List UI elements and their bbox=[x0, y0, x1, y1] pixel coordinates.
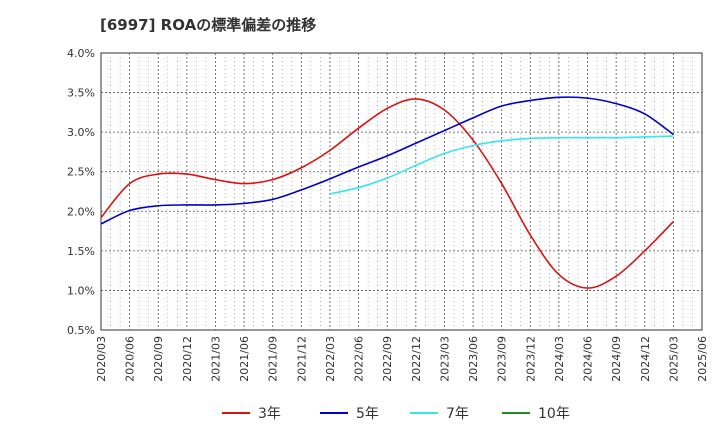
x-tick-label: 2021/06 bbox=[238, 336, 251, 382]
x-tick-label: 2024/09 bbox=[610, 336, 623, 382]
x-tick-label: 2025/03 bbox=[667, 336, 680, 382]
y-tick-label: 2.0% bbox=[67, 205, 95, 218]
y-tick-label: 0.5% bbox=[67, 324, 95, 337]
series-line-3 bbox=[329, 135, 674, 195]
y-tick-label: 1.0% bbox=[67, 284, 95, 297]
x-tick-label: 2022/03 bbox=[324, 336, 337, 382]
y-tick-label: 3.0% bbox=[67, 126, 95, 139]
x-tick-label: 2022/06 bbox=[353, 336, 366, 382]
x-tick-label: 2021/09 bbox=[267, 336, 280, 382]
series-line-2 bbox=[100, 96, 674, 225]
x-tick-label: 2024/03 bbox=[553, 336, 566, 382]
x-tick-label: 2021/12 bbox=[295, 336, 308, 382]
x-axis-ticks: 2020/03 2020/06 2020/09 2020/12 2021/03 2021/… bbox=[95, 336, 709, 382]
series-lines bbox=[100, 96, 674, 289]
legend-label: 7年 bbox=[446, 406, 469, 422]
x-tick-label: 2020/12 bbox=[181, 336, 194, 382]
x-tick-label: 2023/12 bbox=[524, 336, 537, 382]
x-tick-label: 2025/06 bbox=[696, 336, 709, 382]
legend-label: 5年 bbox=[356, 406, 379, 422]
x-tick-label: 2022/12 bbox=[410, 336, 423, 382]
x-tick-label: 2024/06 bbox=[582, 336, 595, 382]
x-tick-label: 2023/03 bbox=[438, 336, 451, 382]
legend: 3年 5年 7年 10年 bbox=[222, 406, 570, 422]
x-tick-label: 2023/09 bbox=[496, 336, 509, 382]
y-tick-label: 2.5% bbox=[67, 166, 95, 179]
x-tick-label: 2020/06 bbox=[124, 336, 137, 382]
legend-label: 10年 bbox=[538, 406, 570, 422]
plot-area bbox=[100, 52, 703, 331]
y-tick-label: 3.5% bbox=[67, 87, 95, 100]
y-tick-label: 1.5% bbox=[67, 245, 95, 258]
series-line-1 bbox=[100, 98, 674, 289]
x-tick-label: 2021/03 bbox=[209, 336, 222, 382]
legend-label: 3年 bbox=[258, 406, 281, 422]
chart-title: [6997] ROAの標準偏差の推移 bbox=[100, 16, 317, 34]
y-tick-label: 4.0% bbox=[67, 47, 95, 60]
x-tick-label: 2022/09 bbox=[381, 336, 394, 382]
x-tick-label: 2020/03 bbox=[95, 336, 108, 382]
x-tick-label: 2020/09 bbox=[152, 336, 165, 382]
y-axis-ticks: 0.5% 1.0% 1.5% 2.0% 2.5% 3.0% 3.5% 4.0% bbox=[67, 47, 95, 337]
x-tick-label: 2023/06 bbox=[467, 336, 480, 382]
x-tick-label: 2024/12 bbox=[639, 336, 652, 382]
